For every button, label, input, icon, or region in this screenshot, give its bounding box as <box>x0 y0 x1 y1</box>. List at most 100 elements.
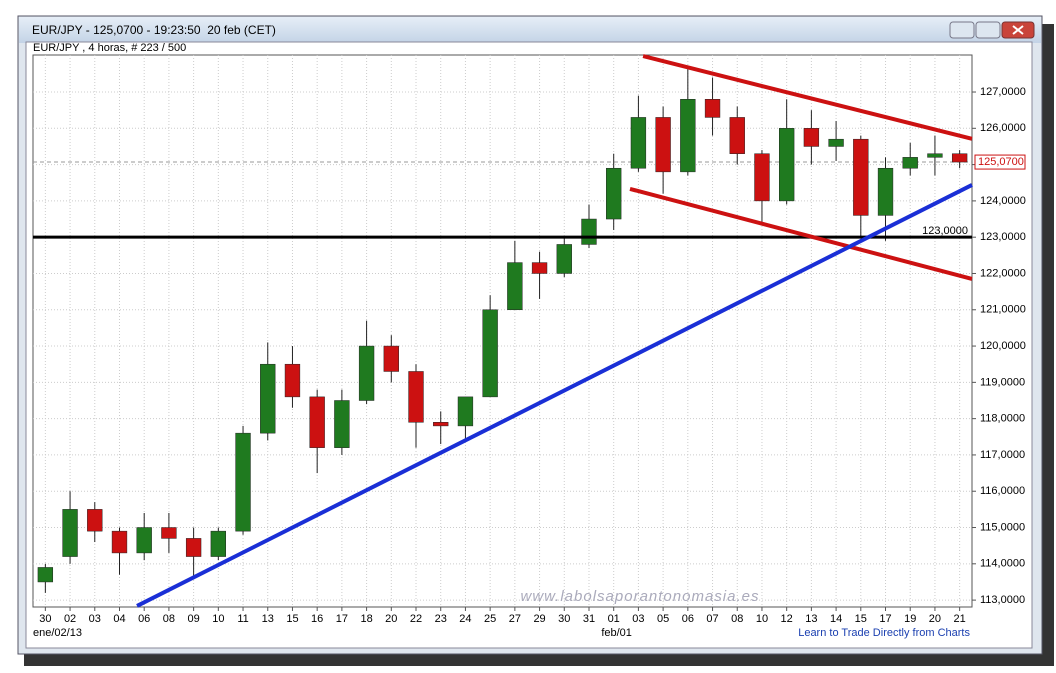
candle-body <box>136 527 152 554</box>
candle-body <box>803 128 820 147</box>
candle-body <box>309 396 325 448</box>
x-tick-label: 20 <box>385 613 397 625</box>
month-label: feb/01 <box>601 627 632 639</box>
candle-body <box>87 509 103 532</box>
candle-body <box>828 138 844 147</box>
x-tick-label: 18 <box>360 613 372 625</box>
y-tick-label: 114,0000 <box>980 558 1025 570</box>
x-tick-label: 30 <box>39 613 51 625</box>
y-tick-label: 119,0000 <box>980 376 1025 388</box>
chart-title: EUR/JPY , 4 horas, # 223 / 500 <box>33 42 186 54</box>
x-tick-label: 02 <box>64 613 76 625</box>
x-tick-label: 14 <box>830 613 842 625</box>
x-tick-label: 08 <box>731 613 743 625</box>
footer-link[interactable]: Learn to Trade Directly from Charts <box>798 627 970 639</box>
y-tick-label: 122,0000 <box>980 267 1026 279</box>
candle-body <box>927 153 943 158</box>
x-tick-label: 20 <box>929 613 941 625</box>
x-tick-label: 31 <box>583 613 595 625</box>
candle-body <box>581 218 597 245</box>
x-tick-label: 04 <box>113 613 125 625</box>
support-label: 123,0000 <box>922 225 968 237</box>
x-tick-label: 19 <box>904 613 916 625</box>
window-title: EUR/JPY - 125,0700 - 19:23:50 20 feb (CE… <box>32 23 276 37</box>
candle-body <box>482 309 498 398</box>
candle-body <box>433 422 449 427</box>
title-bar <box>19 17 1041 43</box>
y-tick-label: 116,0000 <box>980 485 1025 497</box>
x-tick-label: 29 <box>533 613 545 625</box>
x-tick-label: 24 <box>459 613 471 625</box>
y-tick-label: 118,0000 <box>980 413 1025 425</box>
x-tick-label: 15 <box>286 613 298 625</box>
candle-body <box>408 371 424 423</box>
x-tick-label: 12 <box>781 613 793 625</box>
candle-body <box>531 262 548 274</box>
y-tick-label: 126,0000 <box>980 122 1026 134</box>
x-tick-label: 10 <box>756 613 768 625</box>
x-tick-label: 09 <box>187 613 199 625</box>
candle-body <box>680 99 696 173</box>
candle-body <box>655 117 671 173</box>
candle-body <box>111 530 128 554</box>
y-tick-label: 127,0000 <box>980 86 1026 98</box>
candle-body <box>556 244 572 274</box>
restore-button[interactable] <box>975 21 1001 39</box>
minimize-button[interactable] <box>949 21 975 39</box>
plot-area <box>32 54 973 608</box>
y-tick-label: 121,0000 <box>980 304 1026 316</box>
candle-body <box>951 153 968 163</box>
candle-body <box>383 345 399 372</box>
candle-body <box>902 157 918 169</box>
candle-body <box>630 117 647 169</box>
candle-body <box>284 363 301 398</box>
y-tick-label: 113,0000 <box>980 594 1025 606</box>
last-price-box <box>974 154 1026 170</box>
candle-body <box>185 538 202 557</box>
x-tick-label: 13 <box>805 613 817 625</box>
candle-body <box>161 527 177 539</box>
candle-body <box>754 153 770 202</box>
trendline <box>629 186 973 281</box>
trendline <box>136 183 973 608</box>
x-tick-label: 15 <box>855 613 867 625</box>
candle-body <box>334 400 350 448</box>
x-tick-label: 23 <box>435 613 447 625</box>
candle-body <box>507 262 523 311</box>
candle-body <box>210 530 226 557</box>
month-label: ene/02/13 <box>33 627 82 639</box>
candle-body <box>877 167 894 216</box>
x-tick-label: 25 <box>484 613 496 625</box>
candle-body <box>729 117 745 154</box>
watermark: www.labolsaporantonomasia.es <box>521 588 760 605</box>
trendline <box>642 54 973 141</box>
y-tick-label: 115,0000 <box>980 521 1025 533</box>
candle-body <box>853 138 869 216</box>
candle-body <box>62 509 78 557</box>
x-tick-label: 13 <box>262 613 274 625</box>
candle-body <box>704 99 721 118</box>
candle-body <box>260 363 276 434</box>
y-tick-label: 124,0000 <box>980 195 1026 207</box>
candle-body <box>606 167 622 220</box>
x-tick-label: 07 <box>706 613 718 625</box>
x-tick-label: 01 <box>608 613 620 625</box>
x-tick-label: 03 <box>632 613 644 625</box>
x-tick-label: 17 <box>879 613 891 625</box>
candle-body <box>235 432 251 532</box>
x-tick-label: 05 <box>657 613 669 625</box>
y-tick-label: 123,0000 <box>980 231 1026 243</box>
x-tick-label: 16 <box>311 613 323 625</box>
y-tick-label: 117,0000 <box>980 449 1025 461</box>
x-tick-label: 21 <box>954 613 966 625</box>
x-tick-label: 27 <box>509 613 521 625</box>
candle-body <box>37 567 54 583</box>
candle-body <box>779 128 795 202</box>
x-tick-label: 10 <box>212 613 224 625</box>
y-tick-label: 120,0000 <box>980 340 1026 352</box>
x-tick-label: 17 <box>336 613 348 625</box>
last-price-label: 125,0700 <box>978 156 1024 168</box>
x-tick-label: 30 <box>558 613 570 625</box>
